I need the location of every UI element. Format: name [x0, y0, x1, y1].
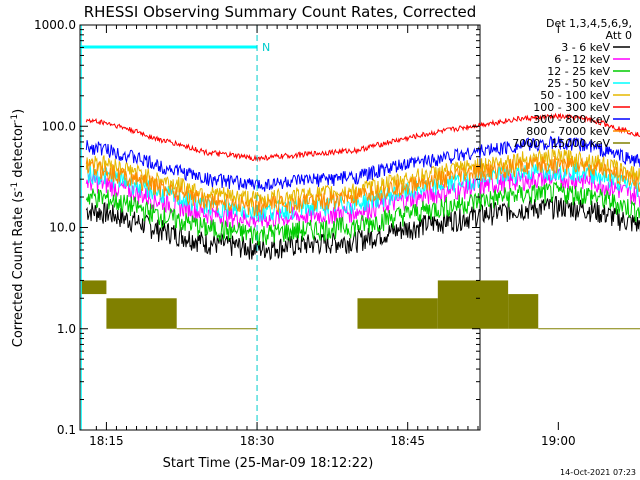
olive-band	[106, 298, 177, 329]
series-50_100keV	[85, 148, 640, 208]
y-tick-label: 100.0	[42, 119, 76, 133]
series-800_7000keV	[85, 156, 640, 217]
legend-label: 3 - 6 keV	[561, 41, 610, 54]
plot-frame	[79, 24, 481, 431]
series-line	[85, 180, 640, 246]
axis-layer: 1000.0 100.0 10.0 1.0 0.1 18:15 18:30 18:45 19:0…	[34, 18, 576, 448]
series-12_25keV	[85, 180, 640, 246]
olive-band	[437, 280, 509, 329]
series-3_6keV	[85, 196, 640, 261]
legend-label: 7000 - 15000 keV	[512, 137, 610, 150]
timestamp: 14-Oct-2021 07:23	[560, 468, 636, 477]
y-tick-label: 0.1	[57, 423, 76, 437]
legend-header-line1: Det 1,3,4,5,6,9,	[546, 17, 632, 30]
x-tick-label: 18:45	[390, 434, 425, 448]
legend-label: 800 - 7000 keV	[526, 125, 610, 138]
legend-label: 12 - 25 keV	[547, 65, 610, 78]
legend-label: 50 - 100 keV	[540, 89, 610, 102]
series-layer	[81, 112, 640, 330]
series-line	[85, 148, 640, 208]
series-line	[85, 156, 640, 217]
y-axis-label: Corrected Count Rate (s-1 detector-1)	[10, 109, 26, 347]
legend-label: 25 - 50 keV	[547, 77, 610, 90]
x-tick-label: 19:00	[541, 434, 576, 448]
x-tick-label: 18:15	[89, 434, 124, 448]
night-label: N	[262, 41, 270, 54]
legend-label: 300 - 800 keV	[533, 113, 610, 126]
y-tick-label: 1000.0	[34, 18, 76, 32]
y-tick-label: 1.0	[57, 322, 76, 336]
legend-label: 100 - 300 keV	[533, 101, 610, 114]
plot-area	[79, 24, 481, 431]
series-line	[85, 196, 640, 261]
y-tick-label: 10.0	[49, 221, 76, 235]
legend-header-line2: Att 0	[606, 29, 632, 42]
olive-band	[81, 280, 107, 295]
chart-title: RHESSI Observing Summary Count Rates, Co…	[84, 3, 477, 21]
series-300_800keV	[85, 135, 640, 192]
series-7000_15000keV	[81, 280, 640, 330]
olive-band	[508, 294, 539, 329]
x-axis-label: Start Time (25-Mar-09 18:12:22)	[163, 456, 374, 471]
olive-band	[357, 298, 438, 329]
series-line	[85, 135, 640, 192]
legend-label: 6 - 12 keV	[554, 53, 610, 66]
x-tick-label: 18:30	[240, 434, 275, 448]
